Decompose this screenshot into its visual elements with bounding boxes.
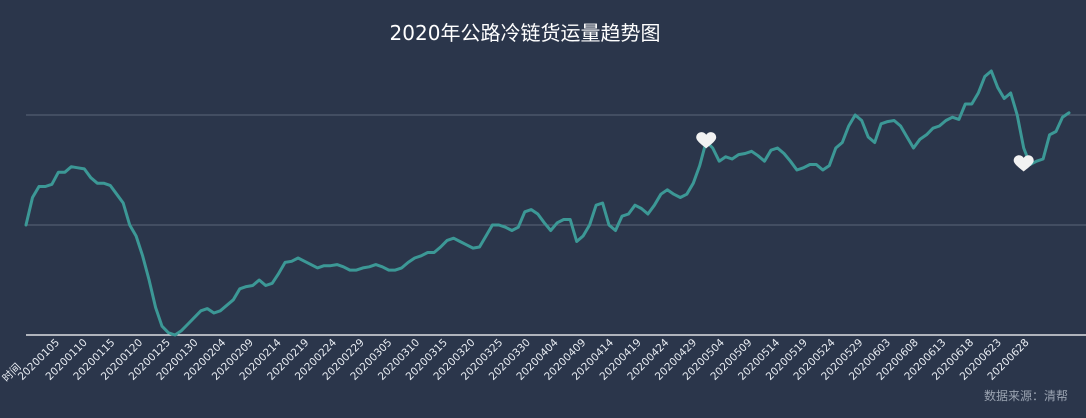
heart-marker-icon [696,132,717,149]
heart-marker-icon [1013,155,1034,172]
chart-title: 2020年公路冷链货运量趋势图 [390,21,661,45]
series-line [24,69,1071,337]
marker-layer [696,132,1034,172]
x-axis: 时间20200105202001102020011520200120202001… [0,334,1086,385]
source-note: 数据来源：清帮 [984,388,1068,403]
gridlines [26,114,1086,226]
series-layer [24,69,1071,337]
